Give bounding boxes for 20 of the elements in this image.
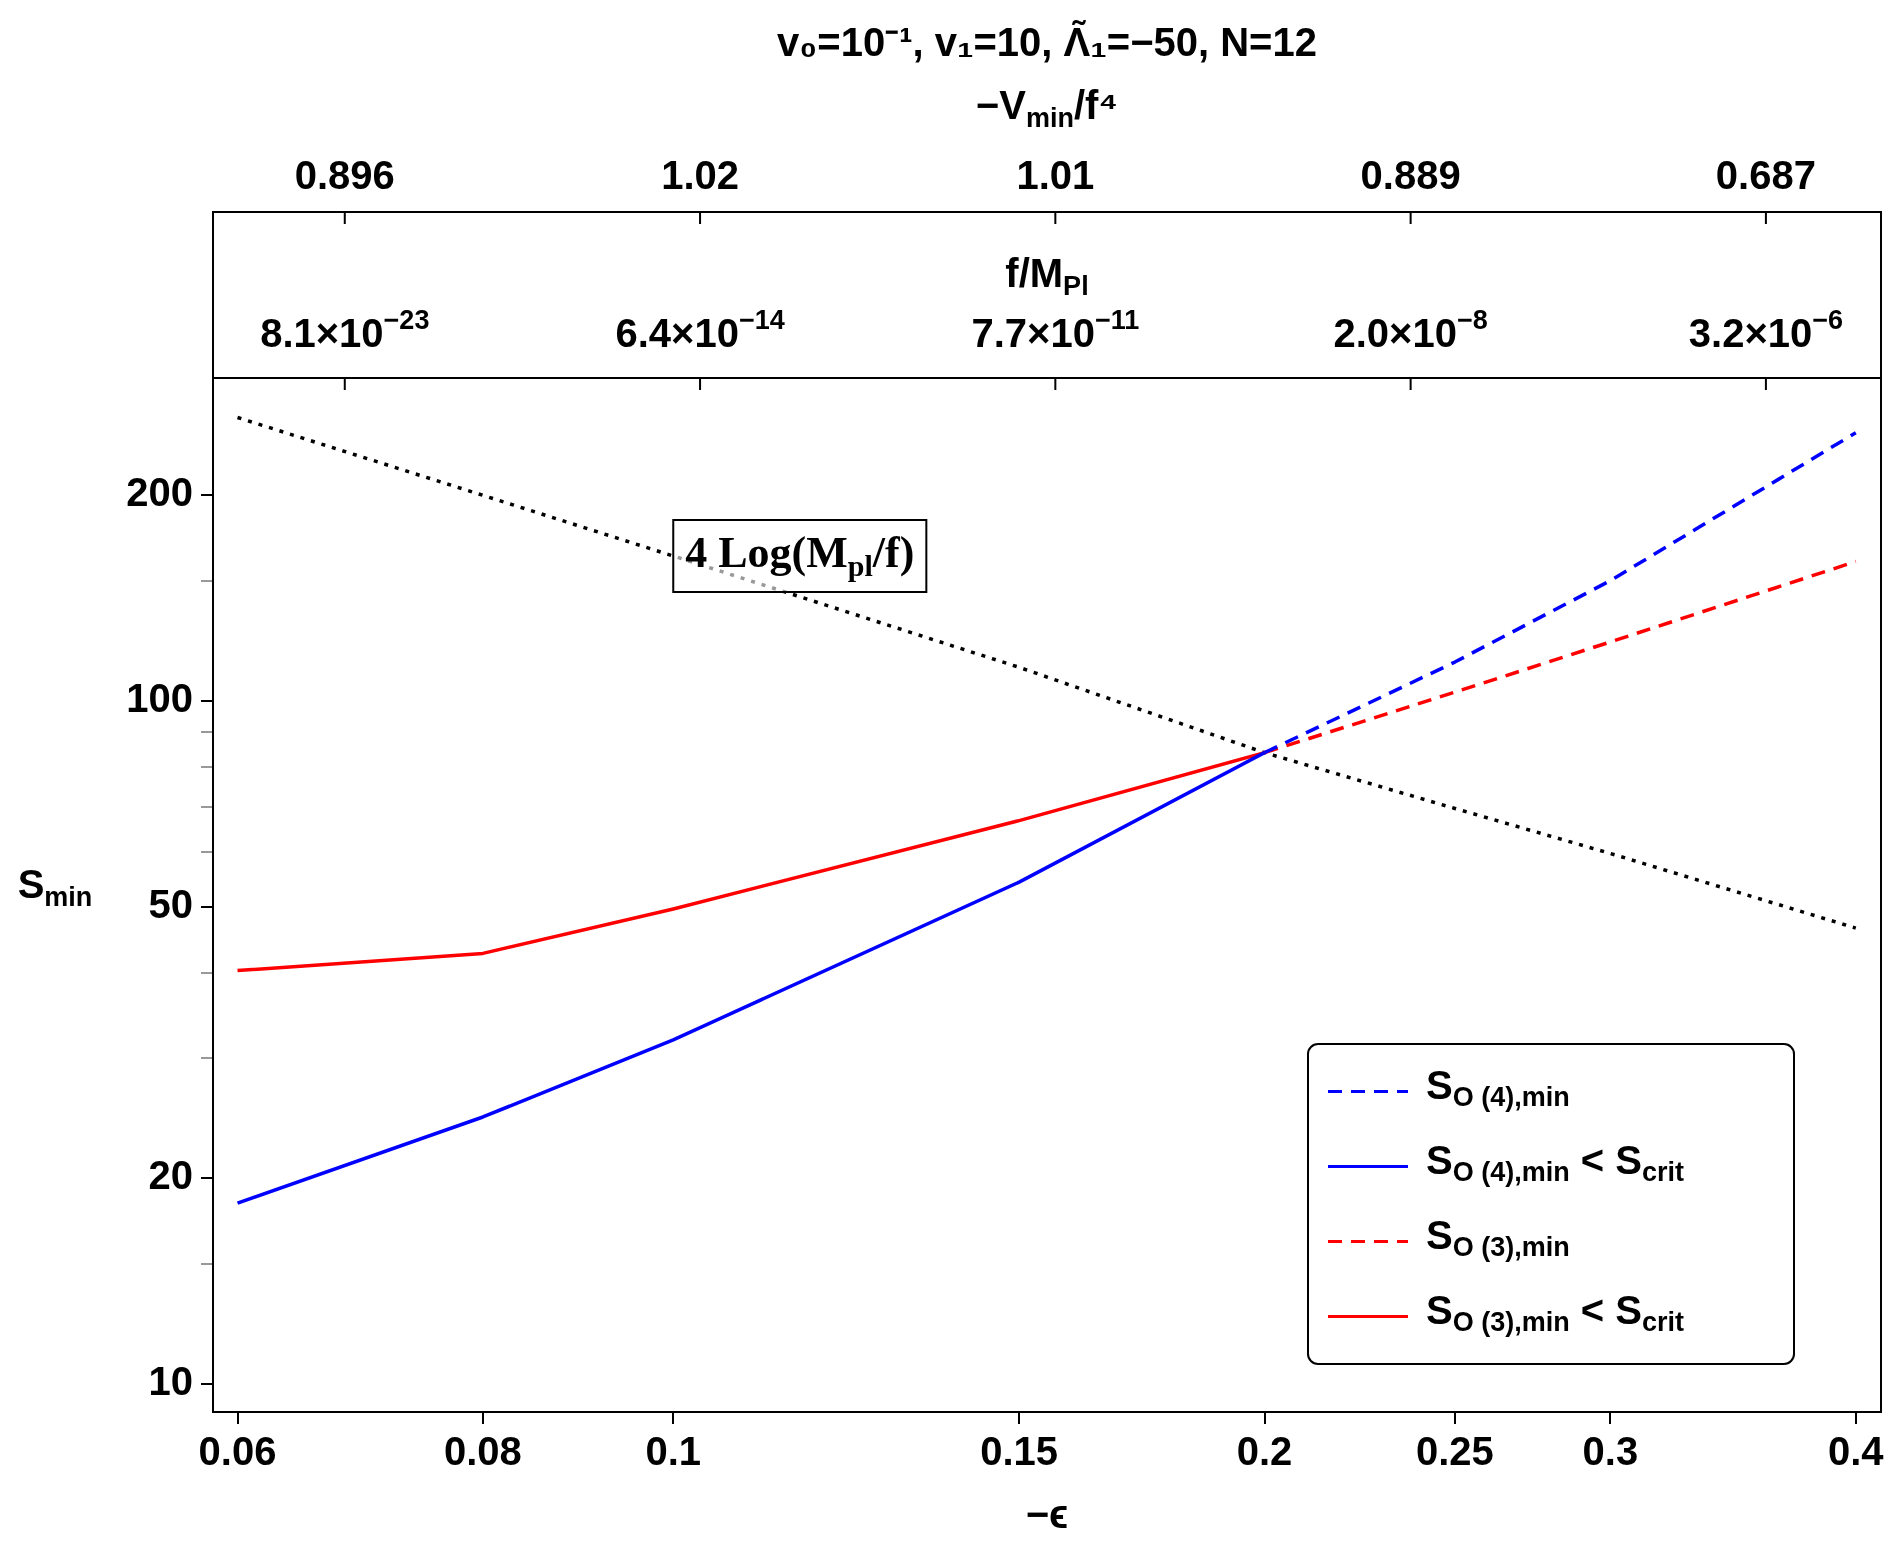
- x-tick-label: 0.1: [645, 1429, 702, 1474]
- x-tick-label: 0.4: [1827, 1429, 1885, 1474]
- text: 0.889: [1360, 153, 1461, 198]
- text: 0.896: [294, 153, 395, 198]
- chart-title: v₀=10⁻¹, v₁=10, Λ̃₁=−50, N=12: [777, 19, 1317, 65]
- x-tick-label: 0.3: [1582, 1429, 1639, 1474]
- x-axis-title: −ϵ: [1025, 1492, 1069, 1537]
- x-tick-label: 0.2: [1236, 1429, 1293, 1474]
- x-tick-label: 0.08: [443, 1429, 522, 1474]
- text: 1.02: [661, 153, 739, 198]
- x-tick-label: 0.25: [1415, 1429, 1494, 1474]
- x-tick-label: 0.15: [980, 1429, 1059, 1474]
- x-tick-label: 0.06: [198, 1429, 277, 1474]
- text: 1.01: [1016, 153, 1095, 198]
- y-tick-label: 200: [126, 470, 193, 515]
- y-tick-label: 100: [126, 675, 193, 720]
- y-tick-label: 50: [148, 881, 193, 926]
- text: 0.687: [1715, 153, 1816, 198]
- y-tick-label: 10: [148, 1359, 193, 1404]
- y-tick-label: 20: [148, 1153, 193, 1198]
